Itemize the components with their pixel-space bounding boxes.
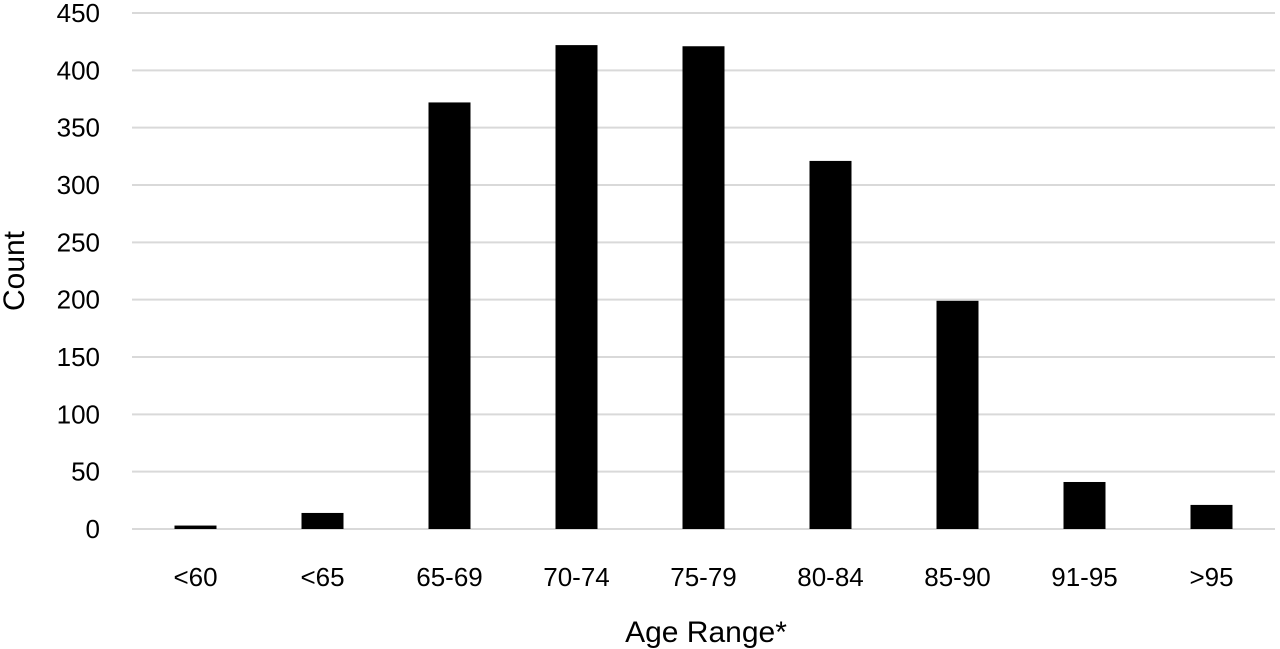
bar (682, 46, 725, 530)
x-axis-title: Age Range* (625, 616, 787, 649)
bar (1063, 481, 1106, 529)
y-tick-label: 300 (57, 170, 100, 200)
y-tick-label: 350 (57, 113, 100, 143)
y-tick-label: 50 (71, 457, 100, 487)
x-tick-label: <60 (173, 562, 217, 592)
x-tick-label: 70-74 (543, 562, 610, 592)
x-tick-label: 91-95 (1051, 562, 1118, 592)
bars (174, 45, 1233, 530)
bar (809, 160, 852, 530)
bar (1190, 504, 1233, 529)
y-tick-label: 450 (57, 0, 100, 28)
x-tick-label: >95 (1189, 562, 1233, 592)
x-tick-label: <65 (300, 562, 344, 592)
y-tick-label: 250 (57, 227, 100, 257)
x-tick-label: 85-90 (924, 562, 991, 592)
bar (555, 45, 598, 530)
bar (301, 512, 344, 529)
x-tick-label: 75-79 (670, 562, 737, 592)
bar (936, 300, 979, 529)
y-tick-label: 200 (57, 285, 100, 315)
y-tick-label: 0 (86, 514, 100, 544)
bar (428, 102, 471, 529)
x-tick-label: 80-84 (797, 562, 864, 592)
y-tick-label: 100 (57, 399, 100, 429)
x-tick-label: 65-69 (416, 562, 483, 592)
y-axis-title: Count (0, 230, 31, 311)
y-axis-tick-labels: 0 50 100 150 200 250 300 350 400 450 (57, 0, 100, 544)
x-axis-tick-labels: <60 <65 65-69 70-74 75-79 80-84 85-90 91-95 >95 (173, 562, 1233, 592)
y-tick-label: 150 (57, 342, 100, 372)
bar (174, 525, 217, 529)
y-tick-label: 400 (57, 55, 100, 85)
